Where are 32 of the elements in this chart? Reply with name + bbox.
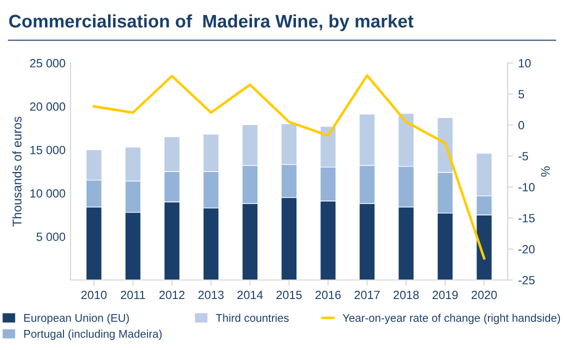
x-tick-label: 2016 [316, 290, 341, 300]
y2-tick-label: -5 [518, 152, 528, 160]
x-tick-label: 2011 [120, 290, 146, 300]
x-tick-label: 2014 [237, 290, 263, 300]
x-tick-label: 2020 [472, 290, 497, 300]
x-tick-label: 2015 [276, 290, 302, 300]
line-series [92, 74, 486, 260]
x-tick-label: 2018 [394, 290, 419, 300]
chart-title: Commercialisation of Madeira Wine, by market [9, 14, 414, 32]
x-tick-label: 2012 [159, 290, 185, 300]
x-tick-label: 2019 [432, 290, 458, 300]
y-tick-label: 25 000 [30, 59, 66, 68]
x-tick-label: 2017 [354, 290, 380, 300]
y-tick-label: 15 000 [30, 146, 66, 154]
y2-tick-label: 5 [518, 90, 524, 98]
legend-label: European Union (EU) [24, 314, 129, 324]
y-tick-label: 10 000 [30, 189, 66, 198]
y2-tick-label: -10 [518, 183, 535, 192]
y2-tick-label: -25 [518, 276, 535, 284]
legend-label: Portugal (including Madeira) [24, 330, 162, 340]
y2-tick-label: 10 [518, 59, 531, 68]
legend-label: Year-on-year rate of change (right handside) [342, 314, 560, 324]
legend-label: Third countries [216, 314, 289, 322]
y2-axis-title: % [541, 166, 550, 177]
y-tick-label: 20 000 [30, 102, 66, 111]
y-axis-title: Thousands of euros [12, 116, 22, 226]
y-tick-label: 5 000 [36, 232, 66, 241]
y2-tick-label: 0 [518, 121, 524, 130]
y2-tick-label: -15 [518, 214, 535, 222]
y2-tick-label: -20 [518, 245, 535, 254]
x-tick-label: 2010 [81, 290, 107, 300]
x-tick-label: 2013 [198, 290, 224, 300]
